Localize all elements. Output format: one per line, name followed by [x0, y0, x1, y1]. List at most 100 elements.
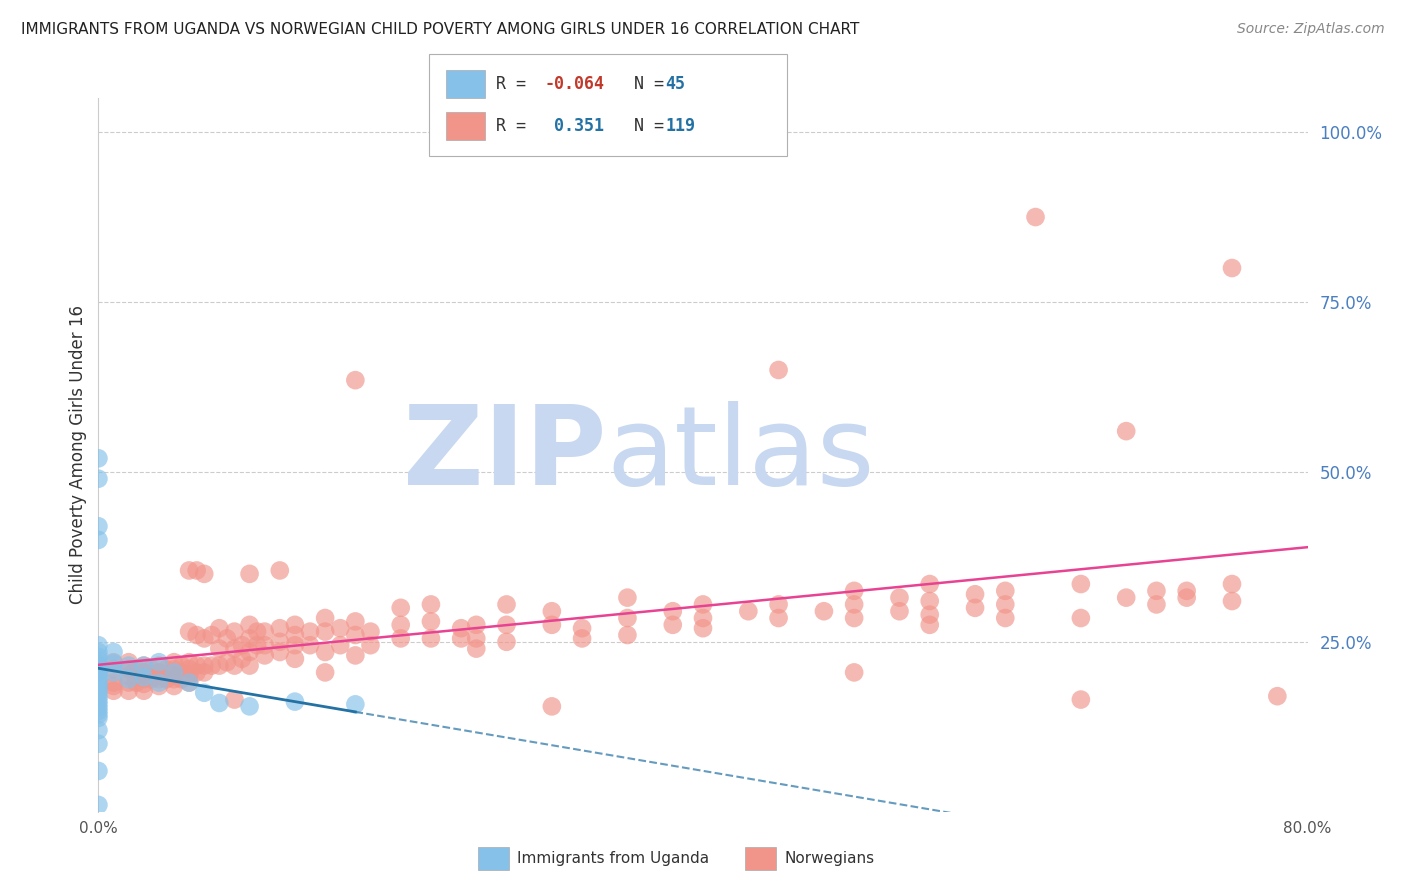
Point	[132, 670, 155, 684]
Point	[87, 638, 110, 652]
Point	[87, 472, 110, 486]
Point	[1144, 583, 1167, 598]
Point	[170, 658, 193, 673]
Point	[87, 700, 110, 714]
Point	[360, 638, 382, 652]
Point	[813, 604, 835, 618]
Point	[125, 669, 148, 683]
Point	[179, 675, 201, 690]
Point	[132, 683, 155, 698]
Point	[239, 632, 262, 646]
Point	[239, 566, 262, 581]
Point	[918, 607, 941, 622]
Text: N =: N =	[614, 117, 675, 135]
Text: R =: R =	[496, 75, 536, 93]
Point	[616, 628, 638, 642]
Point	[329, 638, 352, 652]
Point	[284, 617, 307, 632]
Point	[224, 641, 246, 656]
Point	[314, 611, 336, 625]
Point	[193, 665, 215, 680]
Point	[87, 673, 110, 688]
Point	[1220, 260, 1243, 275]
Point	[87, 660, 110, 674]
Point	[163, 672, 186, 686]
Point	[208, 621, 231, 635]
Point	[389, 632, 412, 646]
Point	[420, 632, 443, 646]
Point	[246, 624, 269, 639]
Point	[201, 658, 224, 673]
Point	[450, 621, 472, 635]
Point	[616, 591, 638, 605]
Point	[87, 707, 110, 722]
Point	[87, 797, 110, 812]
Point	[269, 635, 291, 649]
Point	[186, 564, 208, 578]
Point	[87, 690, 110, 705]
Point	[179, 624, 201, 639]
Point	[155, 672, 177, 686]
Point	[889, 604, 911, 618]
Point	[163, 669, 186, 683]
Point	[87, 654, 110, 668]
Point	[103, 657, 125, 671]
Point	[103, 655, 125, 669]
Point	[768, 611, 790, 625]
Point	[87, 683, 110, 698]
Point	[994, 583, 1017, 598]
Point	[132, 658, 155, 673]
Point	[148, 665, 170, 680]
Point	[125, 675, 148, 690]
Point	[103, 665, 125, 680]
Point	[420, 615, 443, 629]
Text: 119: 119	[665, 117, 695, 135]
Point	[994, 598, 1017, 612]
Point	[87, 451, 110, 466]
Point	[844, 611, 866, 625]
Point	[186, 665, 208, 680]
Point	[132, 677, 155, 691]
Point	[540, 604, 562, 618]
Point	[1070, 611, 1092, 625]
Point	[87, 649, 110, 664]
Point	[239, 699, 262, 714]
Point	[344, 698, 367, 712]
Point	[1070, 577, 1092, 591]
Point	[360, 624, 382, 639]
Point	[284, 652, 307, 666]
Point	[239, 645, 262, 659]
Point	[87, 670, 110, 684]
Point	[179, 675, 201, 690]
Text: ZIP: ZIP	[404, 401, 606, 508]
Point	[344, 373, 367, 387]
Point	[692, 598, 714, 612]
Point	[193, 658, 215, 673]
Point	[155, 662, 177, 676]
Point	[215, 632, 238, 646]
Point	[193, 632, 215, 646]
Point	[87, 519, 110, 533]
Point	[662, 617, 685, 632]
Point	[571, 621, 593, 635]
Point	[314, 624, 336, 639]
Point	[179, 669, 201, 683]
Point	[87, 664, 110, 678]
Point	[208, 641, 231, 656]
Point	[148, 672, 170, 686]
Point	[768, 363, 790, 377]
Point	[239, 658, 262, 673]
Point	[87, 764, 110, 778]
Point	[389, 600, 412, 615]
Point	[132, 665, 155, 680]
Point	[1024, 210, 1046, 224]
Text: Immigrants from Uganda: Immigrants from Uganda	[517, 852, 710, 866]
Point	[918, 577, 941, 591]
Point	[163, 665, 186, 680]
Point	[1115, 591, 1137, 605]
Point	[87, 667, 110, 681]
Point	[844, 665, 866, 680]
Point	[692, 611, 714, 625]
Point	[186, 658, 208, 673]
Point	[118, 669, 141, 683]
